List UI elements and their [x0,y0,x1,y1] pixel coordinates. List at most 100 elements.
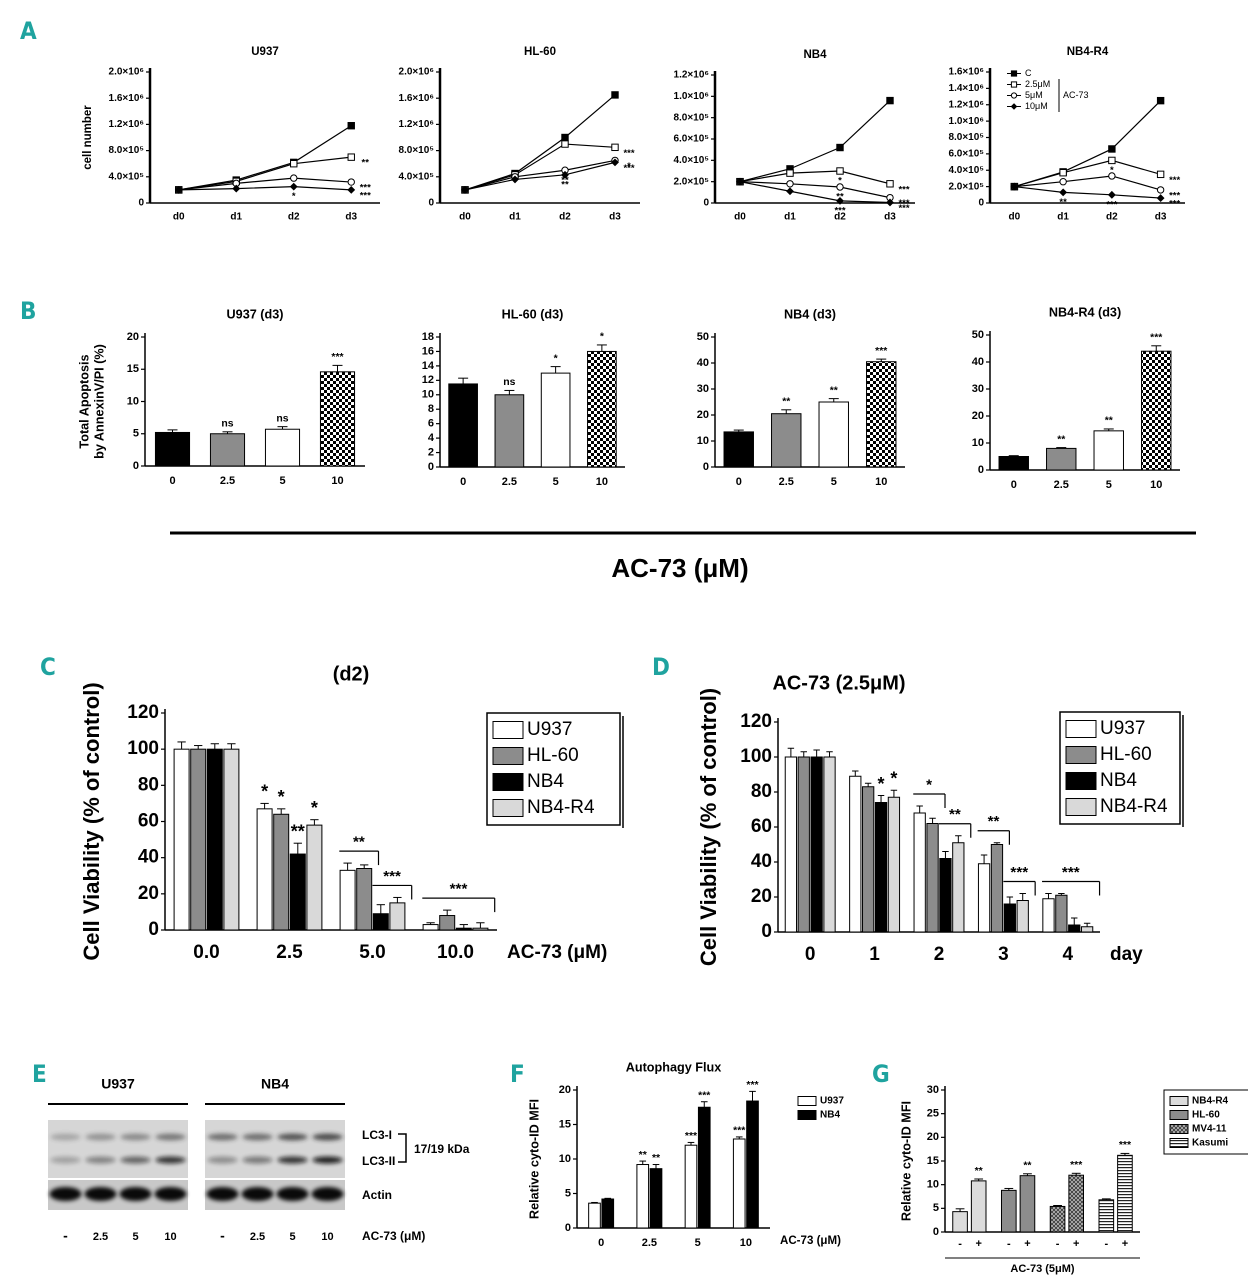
x-tick-label: + [1122,1238,1128,1250]
legend-label: NB4 [820,1110,840,1121]
bar [448,383,478,468]
y-tick-label: 18 [422,331,434,343]
blot-band [85,1133,116,1141]
x-tick-label: d2 [834,212,846,223]
bar [1068,924,1081,933]
blot-band [85,1156,116,1164]
significance-label: ** [782,397,791,408]
bar [913,812,926,933]
y-tick-label: 20 [127,331,139,343]
x-tick-label: 5 [695,1237,701,1249]
y-tick-label: 0 [133,460,139,472]
bar [319,371,356,467]
marker [836,167,844,175]
legend-swatch [492,799,524,817]
series-line [739,181,891,199]
y-tick-label: 10 [127,395,139,407]
y-tick-label: 40 [972,356,984,368]
legend-label: NB4-R4 [1100,796,1168,817]
y-tick-label: 10 [422,389,434,401]
legend-label: 2.5μM [1025,79,1050,89]
significance-label: ** [1059,197,1067,208]
bar [862,786,875,933]
y-tick-label: 0 [978,464,984,476]
legend-label: HL-60 [527,745,579,766]
legend-label: NB4-R4 [1192,1096,1229,1107]
x-tick-label: 0 [1011,479,1017,491]
y-tick-label: 5 [565,1187,571,1199]
x-axis-label: AC-73 (5μM) [1010,1263,1075,1275]
series-line [1014,159,1161,188]
marker [836,143,844,152]
blot-band [119,1187,152,1201]
blot-band [207,1133,238,1141]
significance-label: *** [623,148,634,159]
bar [289,853,306,931]
bar [797,756,810,933]
marker [561,133,569,142]
significance-label: *** [1119,1140,1132,1151]
x-tick-label: d1 [230,212,242,223]
bar [866,361,897,468]
bar [356,868,373,931]
significance-label: *** [746,1080,759,1091]
blot-band [50,1133,81,1141]
blot-lc3-area [48,1120,188,1178]
marker [347,185,356,194]
y-axis-label: by AnnexinV/PI (%) [93,344,107,459]
y-tick-label: 100 [127,738,159,759]
blot-group-label: U937 [101,1076,135,1092]
significance-label: * [600,332,605,343]
series-line [464,143,616,191]
legend-swatch [797,1096,817,1106]
series-line [178,177,352,191]
series-line [739,181,891,204]
significance-label: *** [898,203,909,214]
bar [540,372,571,468]
marker [611,143,619,152]
x-tick-label: d3 [345,212,357,223]
x-tick-label: d3 [609,212,621,223]
legend-swatch [492,773,524,791]
marker [1156,96,1165,105]
blot-band-label: LC3-I [362,1128,392,1142]
legend-swatch [492,721,524,739]
panel-letter: E [32,1060,47,1088]
blot-lane-label: 2.5 [250,1231,265,1243]
significance-label: ** [1057,434,1066,445]
blot-lane-label: 10 [321,1231,333,1243]
y-tick-label: 10 [927,1179,939,1191]
y-tick-label: 2 [428,446,434,458]
blot-band [154,1187,187,1201]
blot-lane-label: - [220,1228,225,1244]
chart-title: NB4 (d3) [784,307,836,321]
bar [422,924,439,931]
significance-label: ** [836,192,844,203]
bar [874,802,888,933]
blot-x-label: AC-73 (μM) [362,1229,425,1243]
marker [290,174,298,182]
significance-label: * [878,774,885,794]
marker [836,183,844,191]
marker [1107,190,1116,199]
blot-band [155,1156,186,1164]
series-line [1014,186,1161,199]
legend-swatch [1065,772,1097,790]
y-tick-label: 4.0×10⁵ [398,171,434,182]
y-tick-label: 8.0×10⁵ [948,132,984,143]
y-tick-label: 0 [148,919,159,940]
significance-label: * [292,191,296,202]
legend-label: NB4 [527,771,564,792]
significance-label: *** [623,163,634,174]
legend-marker [1010,70,1018,77]
marker [786,169,794,177]
significance-label: *** [898,184,909,195]
bar [1003,903,1016,933]
panel-letter: C [40,653,56,681]
significance-label: * [311,798,318,818]
x-tick-label: - [1056,1238,1060,1250]
y-tick-label: 2.0×10⁵ [673,176,709,187]
significance-label: * [838,176,842,187]
legend-label: Kasumi [1192,1138,1228,1149]
y-axis-label: Cell Viability (% of control) [79,682,104,960]
